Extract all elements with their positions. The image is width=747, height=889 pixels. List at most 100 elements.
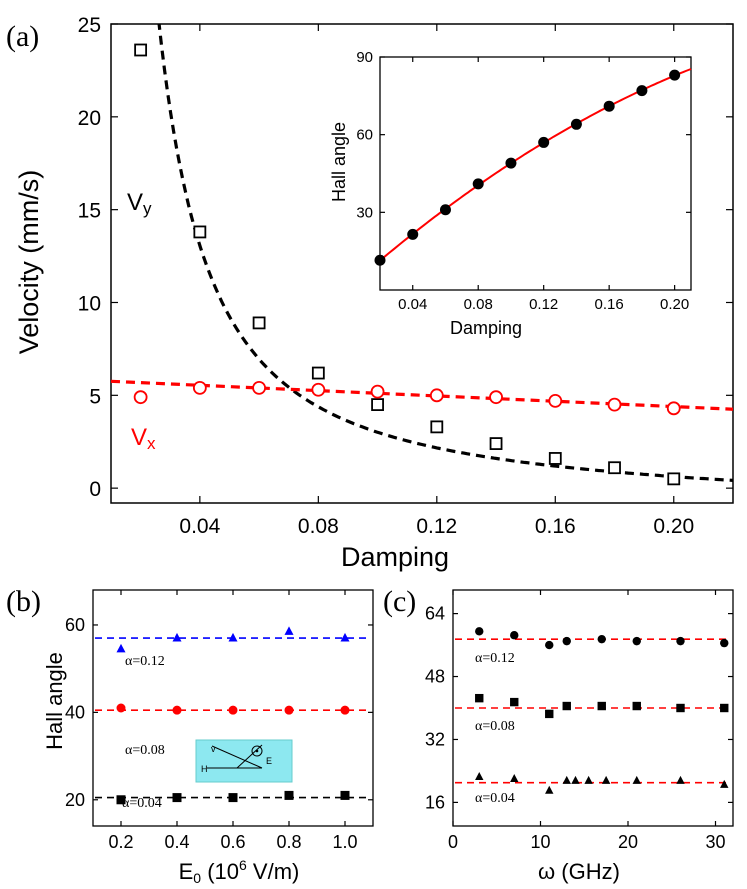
panel-c-s0-point-2 bbox=[545, 640, 554, 650]
panel-b-xtick-label-3: 0.8 bbox=[276, 832, 301, 852]
vy-point-4 bbox=[371, 398, 384, 412]
inset-ytick-label-2: 90 bbox=[356, 49, 373, 66]
inset-point-3 bbox=[472, 178, 484, 190]
vy-fit-curve bbox=[157, 24, 733, 482]
panel-b-s0-point-2 bbox=[228, 632, 238, 642]
panel-c-s2-point-9 bbox=[720, 779, 729, 788]
v-vector bbox=[211, 745, 263, 769]
panel-c-xtick-label-3: 30 bbox=[705, 832, 725, 852]
panel-b-alpha-008: α=0.08 bbox=[125, 743, 165, 758]
inset-xlabel: Damping bbox=[450, 318, 522, 338]
panel-c-ytick-label-3: 64 bbox=[425, 604, 445, 624]
inset-xtick-label-0: 0.04 bbox=[398, 296, 427, 313]
panel-a-ylabel: Velocity (mm/s) bbox=[14, 170, 44, 355]
panel-b-s1-point-4 bbox=[340, 705, 350, 715]
panel-c-s0-point-0 bbox=[475, 627, 484, 636]
vy-point-9 bbox=[667, 472, 681, 486]
vx-point-6 bbox=[489, 390, 503, 405]
panel-c-xtick-label-0: 0 bbox=[448, 832, 458, 852]
panel-a-ytick-label-0: 0 bbox=[89, 478, 101, 501]
inset-ylabel: Hall angle bbox=[329, 122, 349, 202]
panel-c-s0-point-1 bbox=[510, 631, 519, 640]
panel-b-s2-point-2 bbox=[228, 793, 238, 803]
panel-c-s2-point-8 bbox=[676, 775, 685, 784]
inset-xtick-label-3: 0.16 bbox=[595, 296, 624, 313]
panel-a-label: (a) bbox=[6, 20, 39, 53]
panel-a-ytick-label-3: 15 bbox=[78, 200, 101, 223]
panel-c-s2-point-6 bbox=[601, 775, 611, 784]
panel-c-s1-point-2 bbox=[545, 709, 554, 719]
panel-b-s1-point-0 bbox=[116, 703, 126, 713]
vy-point-2 bbox=[252, 316, 266, 330]
vx-point-7 bbox=[548, 393, 563, 408]
inset-ytick-label-0: 30 bbox=[356, 204, 373, 221]
panel-a-inset-plot: 0.04 0.08 0.12 0.16 0.20 30 60 90 bbox=[356, 49, 692, 313]
vy-point-7 bbox=[548, 452, 562, 465]
panel-c-s2-point-0 bbox=[475, 772, 484, 780]
inset-point-2 bbox=[439, 204, 451, 216]
inset-point-8 bbox=[636, 85, 648, 97]
panel-c-s1-point-1 bbox=[510, 697, 519, 707]
e-field-circle-icon bbox=[251, 745, 263, 757]
panel-b-ytick-label-0: 20 bbox=[65, 790, 85, 810]
inset-point-4 bbox=[505, 157, 517, 169]
panel-a-ytick-label-4: 20 bbox=[78, 107, 101, 130]
vy-series-label: Vy bbox=[127, 189, 152, 218]
vx-point-0 bbox=[133, 390, 148, 405]
panel-c-ytick-label-0: 16 bbox=[425, 792, 445, 812]
panel-c-s1-point-4 bbox=[597, 701, 606, 711]
panel-a-ytick-label-2: 10 bbox=[78, 292, 101, 315]
panel-a-ytick-label-5: 25 bbox=[78, 14, 101, 37]
panel-c-s1-point-3 bbox=[562, 701, 571, 711]
panel-c-s1-point-5 bbox=[632, 701, 641, 711]
panel-b-ytick-label-1: 40 bbox=[65, 702, 85, 722]
panel-a-xtick-label-1: 0.08 bbox=[298, 515, 339, 538]
panel-a-xtick-label-4: 0.20 bbox=[653, 515, 694, 538]
panel-c-s0-point-6 bbox=[676, 636, 685, 646]
vx-fit-line bbox=[110, 379, 734, 411]
panel-c-xlabel: ω (GHz) bbox=[538, 859, 620, 884]
panel-a-xlabel: Damping bbox=[341, 542, 449, 572]
panel-b-label: (b) bbox=[6, 585, 41, 618]
panel-b-s1-point-2 bbox=[228, 705, 238, 715]
panel-c-alpha-004: α=0.04 bbox=[475, 791, 515, 806]
vx-series-label: Vx bbox=[131, 424, 156, 453]
panel-a-xtick-label-2: 0.12 bbox=[416, 515, 457, 538]
panel-c-s2-point-5 bbox=[584, 775, 593, 784]
panel-c-s2-point-1 bbox=[510, 773, 519, 782]
inset-point-5 bbox=[538, 136, 550, 148]
vx-point-5 bbox=[429, 388, 444, 403]
inset-xtick-label-1: 0.08 bbox=[464, 296, 493, 313]
panel-b-s2-point-3 bbox=[284, 790, 294, 800]
panel-b-xlabel: E0 (106 V/m) bbox=[179, 857, 300, 886]
panel-b-alpha-004: α=0.04 bbox=[122, 796, 162, 811]
panel-c-s2-point-2 bbox=[545, 785, 554, 794]
geometry-inset: v E H bbox=[195, 739, 293, 783]
panel-c-ytick-label-2: 48 bbox=[425, 667, 445, 687]
inset-point-6 bbox=[570, 118, 582, 130]
panel-a-ytick-label-1: 5 bbox=[89, 385, 101, 408]
vy-point-8 bbox=[608, 461, 621, 475]
panel-b-xtick-label-4: 1.0 bbox=[332, 832, 357, 852]
panel-c-s0-point-4 bbox=[597, 634, 606, 644]
panel-c-xtick-label-2: 20 bbox=[618, 832, 638, 852]
inset-point-1 bbox=[407, 228, 419, 240]
inset-xtick-label-4: 0.20 bbox=[660, 296, 689, 313]
panel-b-alpha-012: α=0.12 bbox=[125, 654, 165, 669]
panel-b-s1-point-3 bbox=[284, 705, 294, 715]
panel-b-ytick-label-2: 60 bbox=[65, 615, 85, 635]
panel-b-s0-point-3 bbox=[284, 626, 294, 635]
vx-point-3 bbox=[311, 382, 326, 397]
vy-point-3 bbox=[311, 366, 325, 380]
vx-point-4 bbox=[370, 384, 385, 399]
panel-b-plot: 0.2 0.4 0.6 0.8 1.0 20 40 60 bbox=[65, 589, 374, 852]
panel-c-s0-point-7 bbox=[720, 638, 729, 648]
vy-point-6 bbox=[489, 437, 503, 450]
panel-b-s0-point-1 bbox=[172, 632, 182, 642]
panel-b-s2-point-4 bbox=[340, 790, 350, 800]
vx-point-2 bbox=[252, 380, 266, 395]
panel-c-s0-point-3 bbox=[562, 636, 571, 646]
panel-c-s2-point-4 bbox=[571, 775, 580, 784]
panel-b-ylabel: Hall angle bbox=[42, 652, 67, 750]
